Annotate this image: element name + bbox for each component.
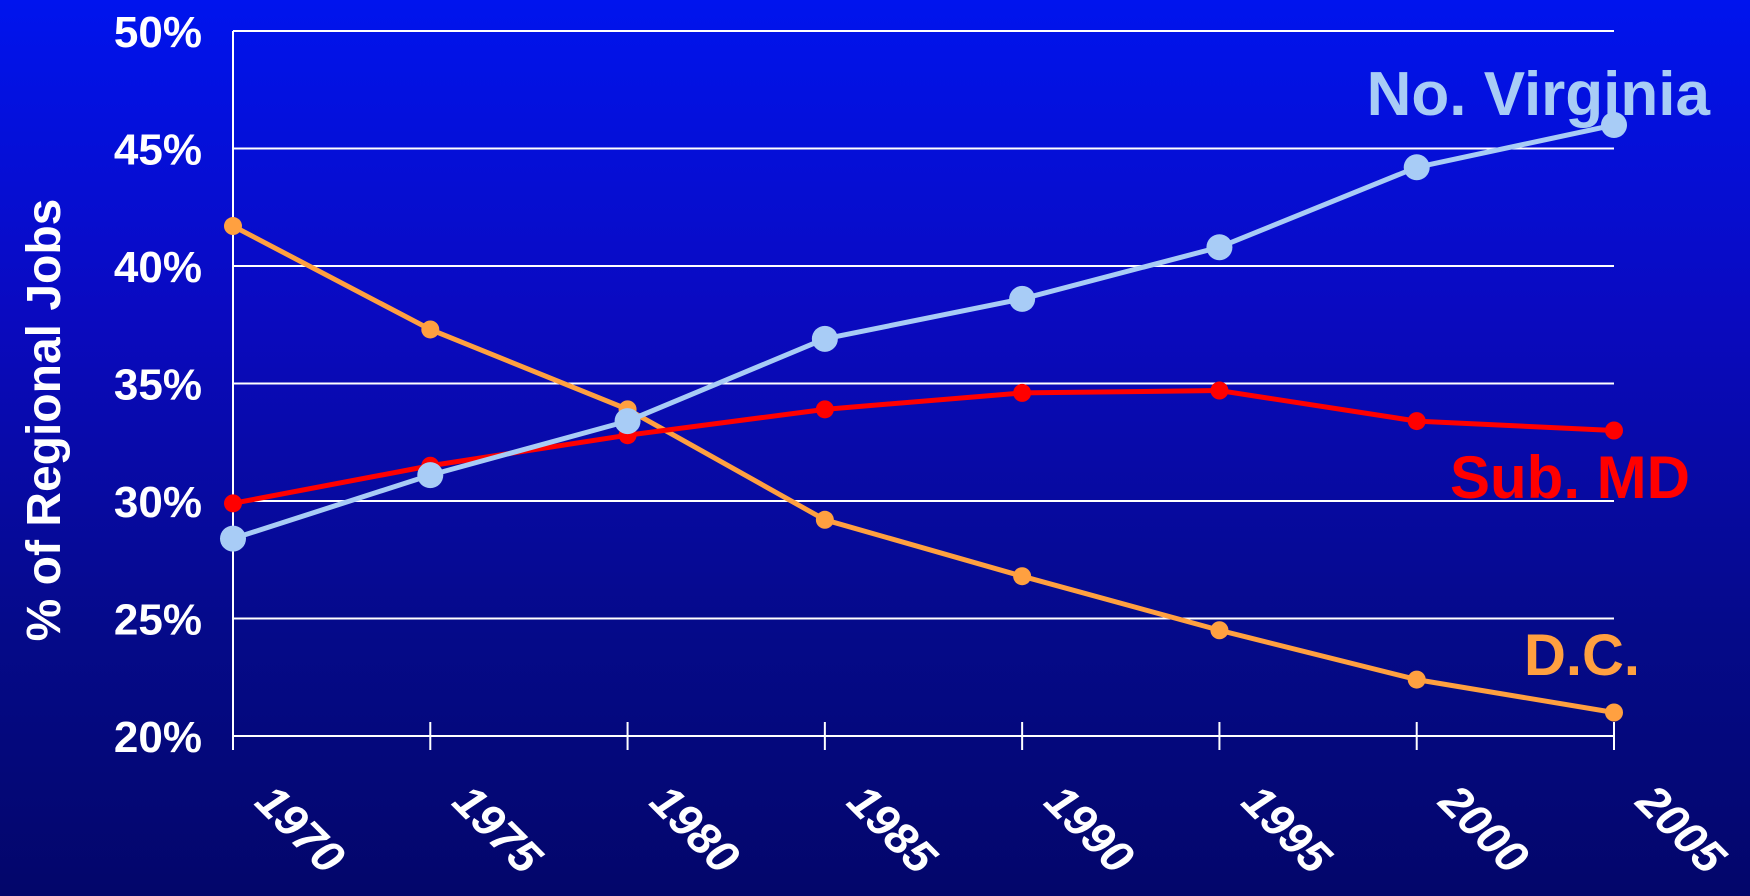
- data-point-d-c: [815, 510, 834, 529]
- data-point-no-virginia: [1601, 112, 1627, 138]
- data-point-no-virginia: [1206, 234, 1233, 261]
- y-tick-label: 20%: [114, 713, 202, 762]
- x-tick-label: 1985: [838, 774, 948, 884]
- series-line-sub-md: [232, 388, 1615, 506]
- data-point-d-c: [1210, 621, 1229, 640]
- data-point-no-virginia: [1403, 154, 1430, 181]
- x-tick-label: 2005: [1626, 774, 1737, 885]
- y-tick-label: 40%: [114, 243, 202, 292]
- x-tick-label: 1990: [1035, 774, 1144, 883]
- data-point-sub-md: [224, 494, 242, 513]
- series-lines: [220, 112, 1627, 722]
- x-tick-label: 1995: [1232, 774, 1342, 884]
- axes: [232, 31, 1615, 750]
- data-point-no-virginia: [417, 462, 444, 489]
- series-no-virginia: [220, 112, 1627, 552]
- x-tick-label: 2000: [1429, 774, 1539, 884]
- data-point-d-c: [421, 320, 440, 339]
- x-tick-label: 1970: [246, 774, 355, 883]
- series-label-no-virginia: No. Virginia: [1367, 60, 1711, 129]
- x-tick-label: 1980: [641, 774, 750, 883]
- data-point-sub-md: [1013, 383, 1032, 402]
- data-point-d-c: [1605, 703, 1623, 722]
- x-tick-label: 1975: [443, 774, 553, 884]
- data-point-d-c: [224, 217, 242, 236]
- data-point-sub-md: [1210, 381, 1229, 400]
- y-axis-title: % of Regional Jobs: [18, 199, 71, 642]
- data-point-no-virginia: [614, 408, 641, 435]
- y-tick-label: 45%: [114, 126, 202, 175]
- series-label-sub-md: Sub. MD: [1450, 444, 1690, 511]
- y-tick-label: 25%: [114, 596, 202, 645]
- data-point-d-c: [1407, 670, 1426, 689]
- data-point-sub-md: [1407, 412, 1426, 431]
- gridlines: [233, 30, 1614, 737]
- series-line-d-c: [231, 223, 1615, 715]
- data-point-no-virginia: [1009, 285, 1036, 312]
- data-point-sub-md: [815, 400, 834, 419]
- series-line-no-virginia: [232, 122, 1615, 541]
- series-name-labels: No. Virginia Sub. MD D.C.: [1367, 60, 1711, 688]
- series-label-dc: D.C.: [1524, 623, 1640, 688]
- data-point-sub-md: [1605, 421, 1623, 440]
- data-point-no-virginia: [811, 325, 838, 352]
- y-tick-label: 50%: [114, 8, 202, 57]
- data-point-d-c: [1013, 567, 1032, 586]
- series-sub-md: [224, 381, 1623, 513]
- y-tick-label: 30%: [114, 478, 202, 527]
- data-point-no-virginia: [220, 525, 246, 552]
- y-tick-label: 35%: [114, 361, 202, 410]
